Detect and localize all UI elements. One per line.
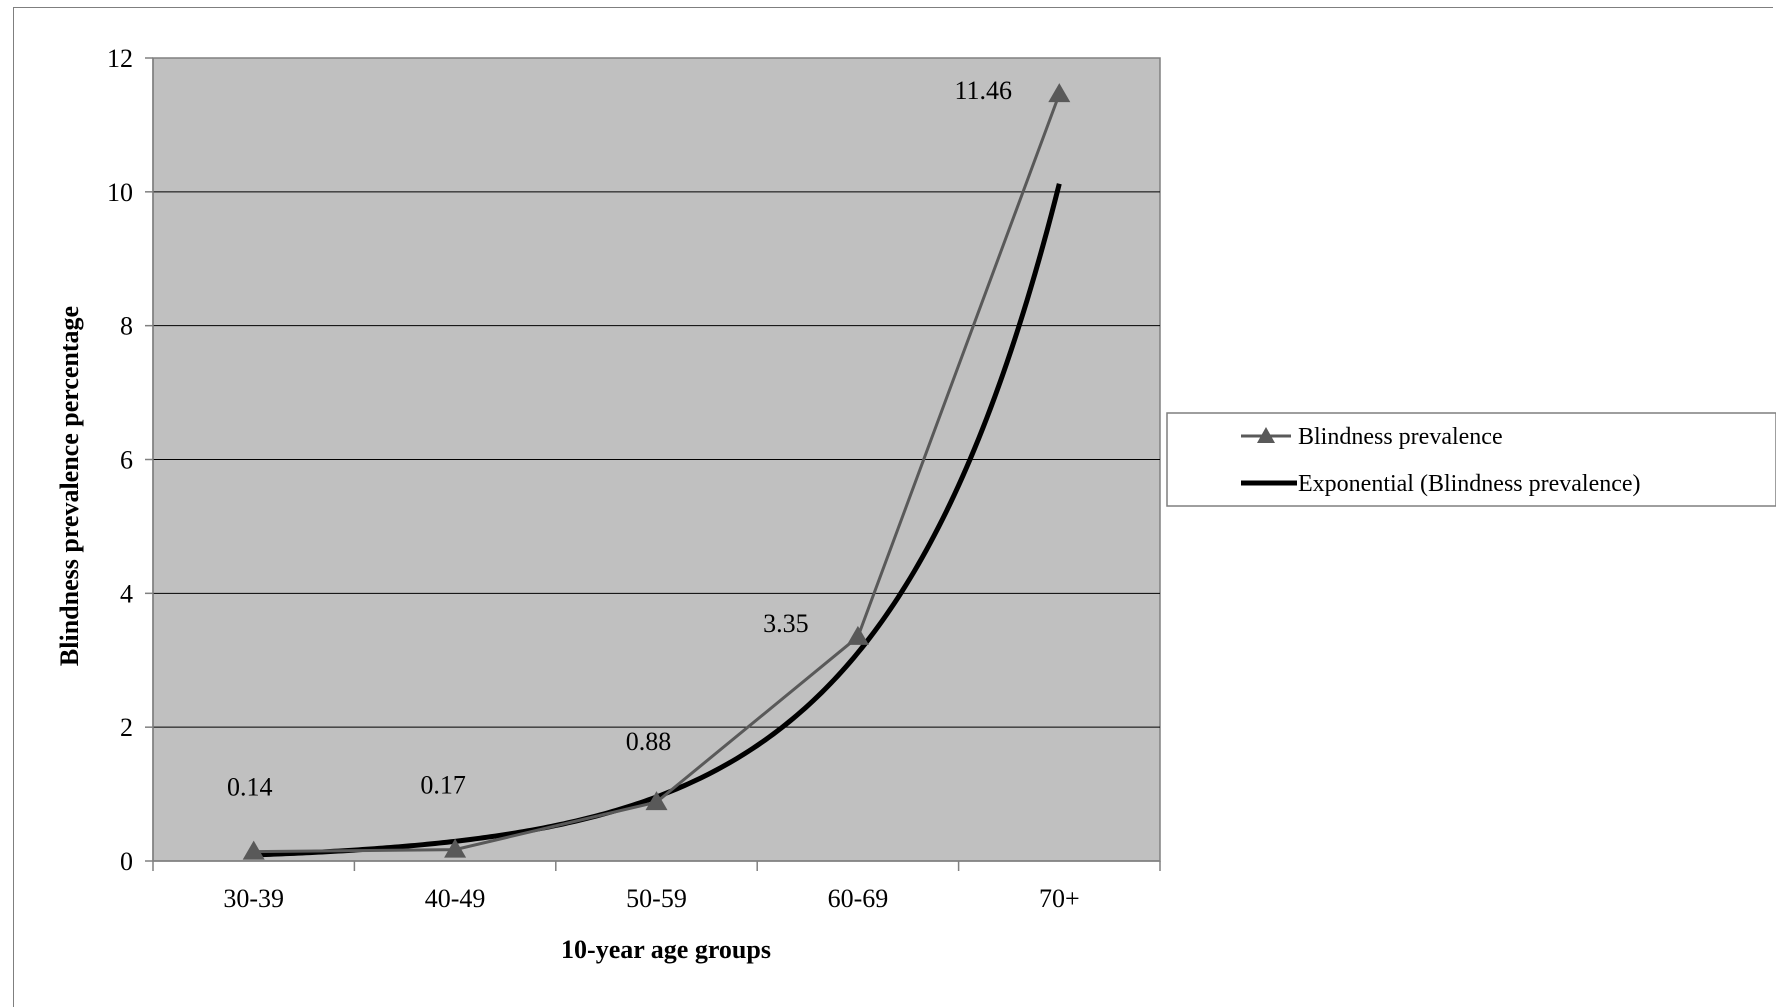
chart-frame [13, 7, 1773, 1007]
legend-label-exponential: Exponential (Blindness prevalence) [1298, 471, 1641, 497]
data-point-marker [645, 791, 668, 811]
y-tick-label: 2 [120, 713, 133, 742]
data-label: 11.46 [955, 76, 1013, 105]
y-tick-label: 10 [107, 178, 133, 207]
legend: Blindness prevalence Exponential (Blindn… [1166, 412, 1776, 507]
data-label: 0.88 [626, 727, 672, 756]
y-tick-label: 12 [107, 44, 133, 73]
axes: 0 2 4 6 8 10 12 30-39 40-49 50-59 60-69 70+ [107, 44, 1161, 913]
series-layer: 0.14 0.17 0.88 3.35 11.46 [227, 76, 1071, 860]
x-axis-title: 10-year age groups [561, 935, 771, 964]
x-tick-label: 60-69 [828, 884, 889, 913]
x-tick-label: 50-59 [626, 884, 687, 913]
x-tick-label: 40-49 [425, 884, 486, 913]
data-point-marker [242, 840, 265, 860]
y-axis-title: Blindness prevalence percentage [55, 306, 84, 666]
y-tick-label: 6 [120, 446, 133, 475]
y-tick-label: 8 [120, 312, 133, 341]
data-point-marker [444, 838, 467, 858]
data-label: 0.14 [227, 773, 273, 802]
legend-box [1166, 412, 1776, 507]
data-label: 3.35 [763, 609, 809, 638]
x-tick-label: 70+ [1039, 884, 1080, 913]
gridlines [153, 191, 1160, 728]
y-tick-label: 0 [120, 847, 133, 876]
data-point-marker [1048, 83, 1071, 103]
data-label: 0.17 [420, 771, 466, 800]
legend-marker-triangle [1257, 427, 1275, 443]
x-tick-label: 30-39 [223, 884, 284, 913]
legend-label-blindness-prevalence: Blindness prevalence [1298, 424, 1503, 450]
y-tick-label: 4 [120, 579, 133, 608]
data-point-marker [846, 625, 869, 645]
